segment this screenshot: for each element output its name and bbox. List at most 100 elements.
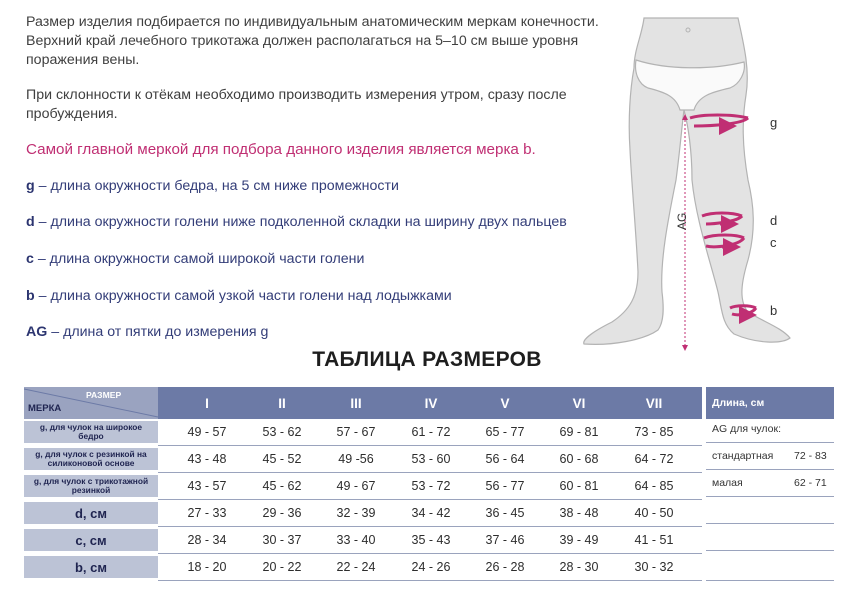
table-cell: 20 - 22 [262,560,302,574]
definition-key: d [26,214,35,230]
row-divider [158,472,702,473]
size-header-6: VI [572,395,586,411]
table-cell: 26 - 28 [485,560,525,574]
size-header-2: II [278,395,286,411]
table-row: g, для чулок с резинкой на силиконовой о… [24,448,702,470]
table-cell: 43 - 57 [187,479,227,493]
table-title: ТАБЛИЦА РАЗМЕРОВ [312,348,542,371]
table-row: d, см 27 - 33 29 - 36 32 - 39 34 - 42 36… [24,502,702,524]
label-d: d [770,213,777,228]
definition-text: – длина окружности самой узкой части гол… [38,288,452,304]
length-panel-header: Длина, см [706,387,834,419]
definition-key: c [26,251,34,267]
table-cell: 22 - 24 [336,560,376,574]
table-cell: 49 -56 [338,452,374,466]
table-cell: 37 - 46 [485,533,525,547]
definition-key: AG [26,324,48,340]
size-header-5: V [500,395,510,411]
size-header-3: III [350,395,362,411]
table-cell: 73 - 85 [634,425,674,439]
table-cell: 43 - 48 [187,452,227,466]
ring-d [701,211,744,233]
definition-c: c – длина окружности самой широкой части… [26,251,364,267]
table-cell: 60 - 68 [559,452,599,466]
table-cell: 28 - 30 [559,560,599,574]
table-row: b, см 18 - 20 20 - 22 22 - 24 24 - 26 26… [24,556,702,578]
main-measure-note: Самой главной меркой для подбора данного… [26,141,536,158]
table-cell: 56 - 64 [485,452,525,466]
length-item-label: стандартная [712,450,774,462]
table-cell: 53 - 60 [411,452,451,466]
table-cell: 35 - 43 [411,533,451,547]
table-cell: 24 - 26 [411,560,451,574]
panel-divider [706,496,834,497]
row-divider [158,445,702,446]
panel-divider [706,580,834,581]
table-cell: 60 - 81 [559,479,599,493]
size-header-1: I [205,395,209,411]
row-divider [158,553,702,554]
table-corner: РАЗМЕР МЕРКА [24,387,158,419]
label-b: b [770,303,777,318]
label-g: g [770,115,777,130]
definition-ag: AG – длина от пятки до измерения g [26,324,268,340]
length-panel-subtitle: AG для чулок: [712,423,782,435]
row-divider [158,526,702,527]
definition-d: d – длина окружности голени ниже подколе… [26,214,567,230]
table-cell: 64 - 85 [634,479,674,493]
underwear [634,59,745,111]
table-row: g, для чулок на широкое бедро 49 - 57 53… [24,421,702,443]
table-cell: 53 - 62 [262,425,302,439]
panel-divider [706,442,834,443]
panel-divider [706,550,834,551]
table-cell: 30 - 32 [634,560,674,574]
definition-text: – длина окружности бедра, на 5 см ниже п… [38,178,399,194]
table-cell: 38 - 48 [559,506,599,520]
size-header-4: IV [424,395,438,411]
table-cell: 64 - 72 [634,452,674,466]
definition-text: – длина от пятки до измерения g [51,324,269,340]
row-label: d, см [24,502,158,524]
leg-measurement-figure: g d c b AG [583,17,791,351]
definition-key: b [26,288,35,304]
table-cell: 49 - 57 [187,425,227,439]
ring-g [689,113,750,135]
label-ag: AG [675,213,689,230]
definition-text: – длина окружности голени ниже подколенн… [38,214,567,230]
table-cell: 29 - 36 [262,506,302,520]
table-cell: 18 - 20 [187,560,227,574]
length-item-label: малая [712,477,743,489]
table-cell: 33 - 40 [336,533,376,547]
length-item-value: 72 - 83 [794,450,827,462]
table-row: c, см 28 - 34 30 - 37 33 - 40 35 - 43 37… [24,529,702,551]
table-cell: 65 - 77 [485,425,525,439]
label-c: c [770,235,777,250]
panel-divider [706,469,834,470]
table-cell: 45 - 62 [262,479,302,493]
ring-c [703,233,746,256]
row-label: c, см [24,529,158,551]
table-cell: 49 - 67 [336,479,376,493]
intro-paragraph-1: Размер изделия подбирается по индивидуал… [26,14,599,68]
table-cell: 27 - 33 [187,506,227,520]
ring-b [729,304,758,324]
table-cell: 61 - 72 [411,425,451,439]
table-cell: 41 - 51 [634,533,674,547]
intro-paragraph-2: При склонности к отёкам необходимо произ… [26,87,567,122]
table-cell: 53 - 72 [411,479,451,493]
corner-size-label: РАЗМЕР [86,390,122,400]
definition-key: g [26,178,35,194]
table-cell: 30 - 37 [262,533,302,547]
table-cell: 32 - 39 [336,506,376,520]
definition-text: – длина окружности самой широкой части г… [37,251,365,267]
row-divider [158,580,702,581]
body-outline [583,17,791,345]
definition-b: b – длина окружности самой узкой части г… [26,288,452,304]
corner-measure-label: МЕРКА [28,403,62,414]
table-cell: 56 - 77 [485,479,525,493]
row-divider [158,499,702,500]
table-row: g, для чулок с трикотажной резинкой 43 -… [24,475,702,497]
table-cell: 69 - 81 [559,425,599,439]
row-label: g, для чулок на широкое бедро [24,421,158,443]
size-header-7: VII [645,395,663,411]
